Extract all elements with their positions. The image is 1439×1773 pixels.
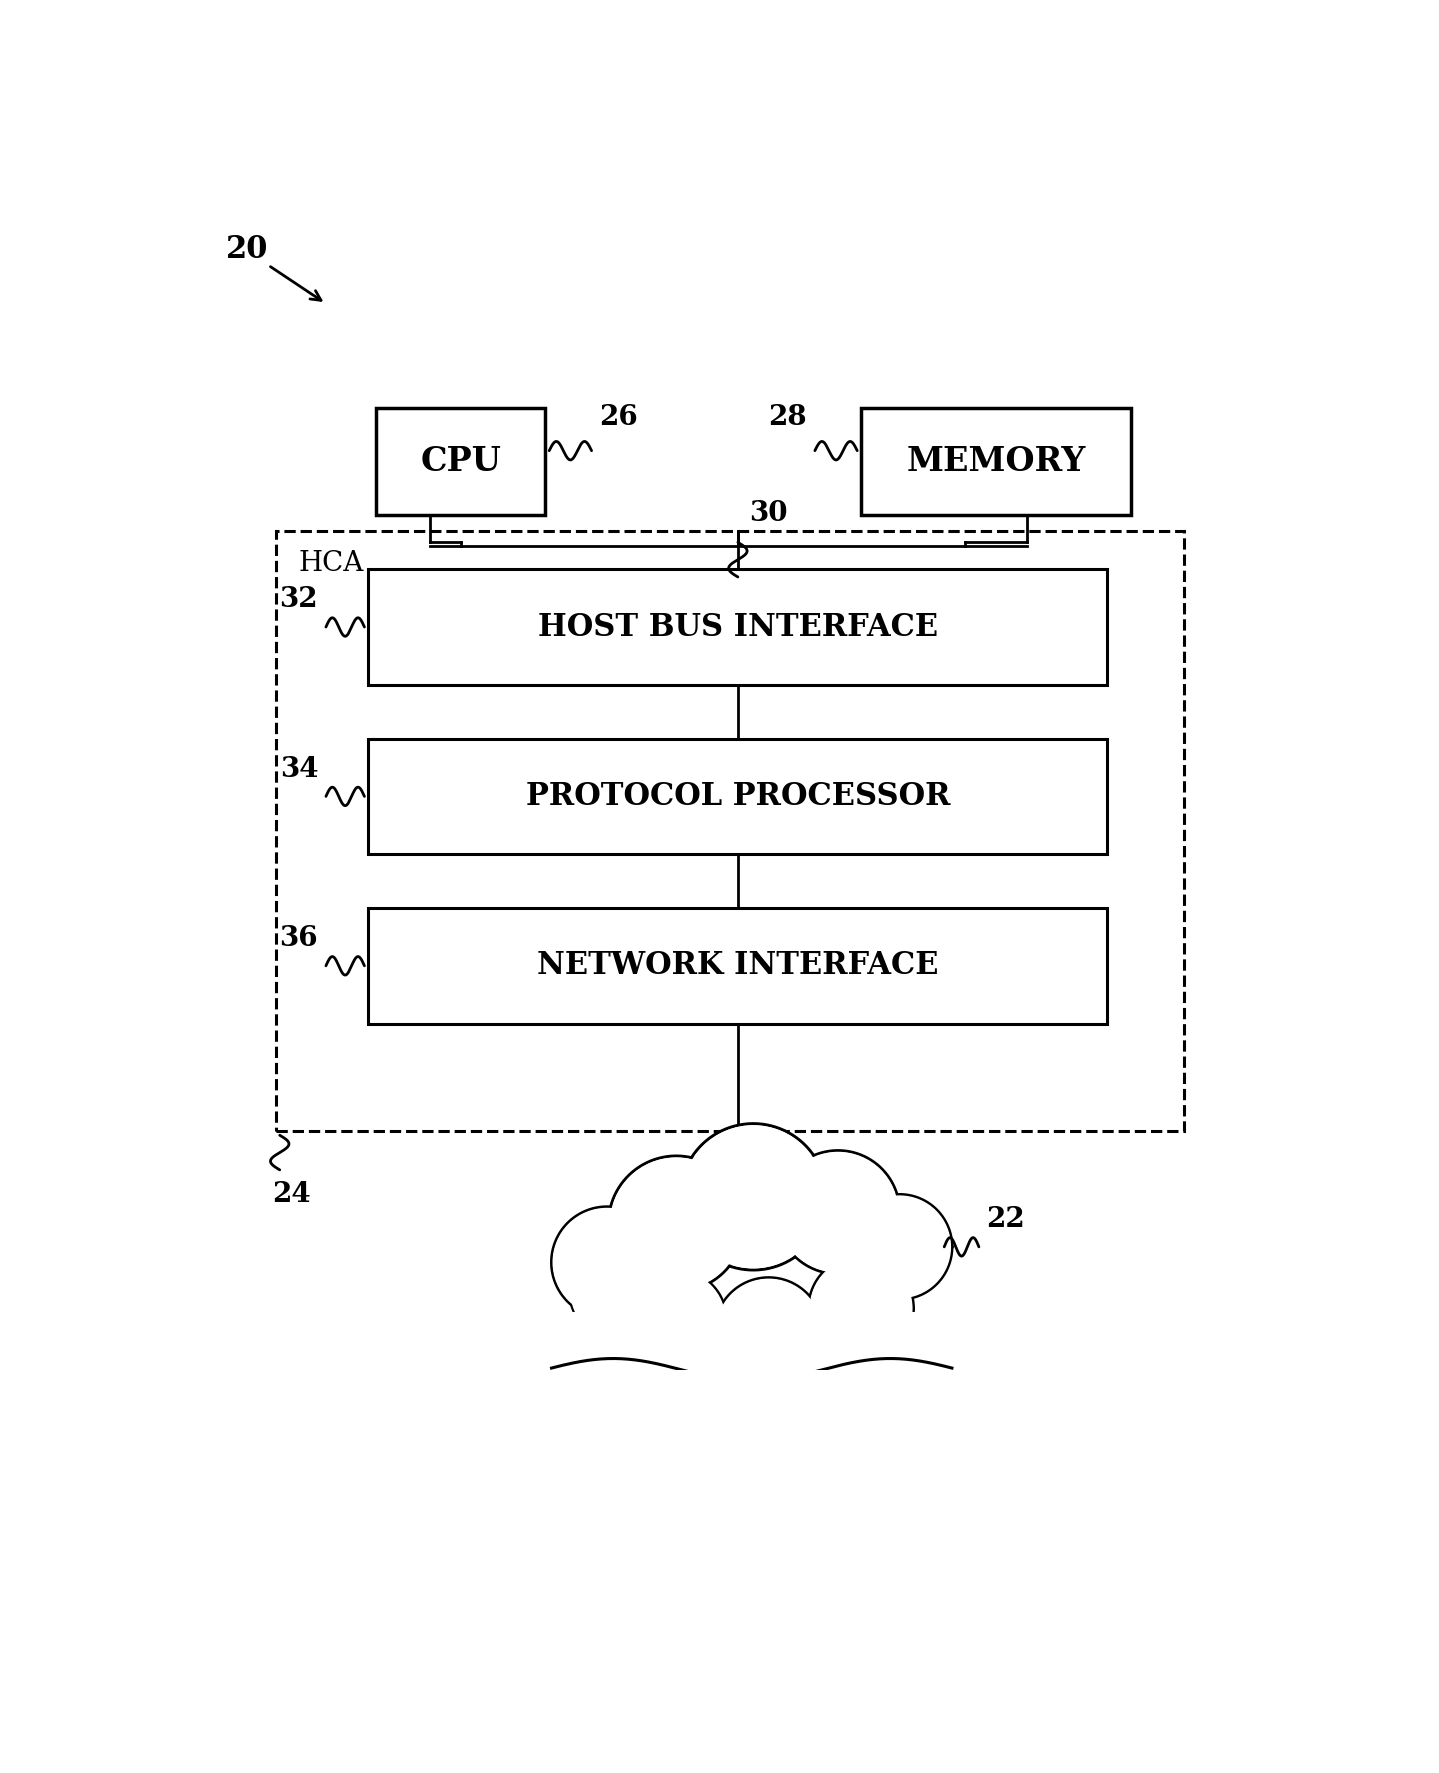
Text: 28: 28 [768, 404, 807, 431]
Text: 26: 26 [599, 404, 637, 431]
Text: 32: 32 [279, 587, 318, 613]
Circle shape [571, 1250, 658, 1337]
Text: 24: 24 [272, 1181, 311, 1209]
Circle shape [778, 1152, 898, 1271]
Circle shape [809, 1255, 914, 1362]
Circle shape [553, 1209, 661, 1316]
Circle shape [551, 1207, 662, 1317]
Circle shape [715, 1278, 823, 1385]
FancyBboxPatch shape [376, 408, 545, 516]
Circle shape [627, 1271, 725, 1369]
FancyBboxPatch shape [861, 408, 1131, 516]
Text: PROTOCOL PROCESSOR: PROTOCOL PROCESSOR [525, 780, 950, 812]
Text: NETWORK INTERFACE: NETWORK INTERFACE [537, 950, 938, 980]
Text: 34: 34 [279, 755, 318, 782]
Circle shape [626, 1269, 727, 1371]
Circle shape [849, 1197, 950, 1298]
Text: 36: 36 [279, 926, 318, 952]
Text: 30: 30 [750, 500, 789, 527]
FancyBboxPatch shape [544, 1312, 960, 1385]
Circle shape [609, 1156, 744, 1291]
Text: 22: 22 [987, 1206, 1026, 1232]
Circle shape [681, 1124, 826, 1269]
Circle shape [848, 1195, 953, 1300]
Text: MEMORY: MEMORY [907, 445, 1085, 479]
Text: HOST BUS INTERFACE: HOST BUS INTERFACE [538, 612, 938, 642]
Circle shape [777, 1151, 899, 1273]
Circle shape [717, 1280, 822, 1385]
Circle shape [810, 1257, 912, 1360]
FancyBboxPatch shape [368, 739, 1108, 855]
FancyBboxPatch shape [537, 1371, 967, 1408]
FancyBboxPatch shape [368, 569, 1108, 684]
Circle shape [570, 1248, 659, 1339]
Circle shape [610, 1158, 743, 1289]
Text: 20: 20 [226, 234, 268, 266]
Text: HCA: HCA [299, 550, 364, 576]
Circle shape [682, 1126, 825, 1268]
FancyBboxPatch shape [368, 908, 1108, 1023]
Text: CPU: CPU [420, 445, 501, 479]
